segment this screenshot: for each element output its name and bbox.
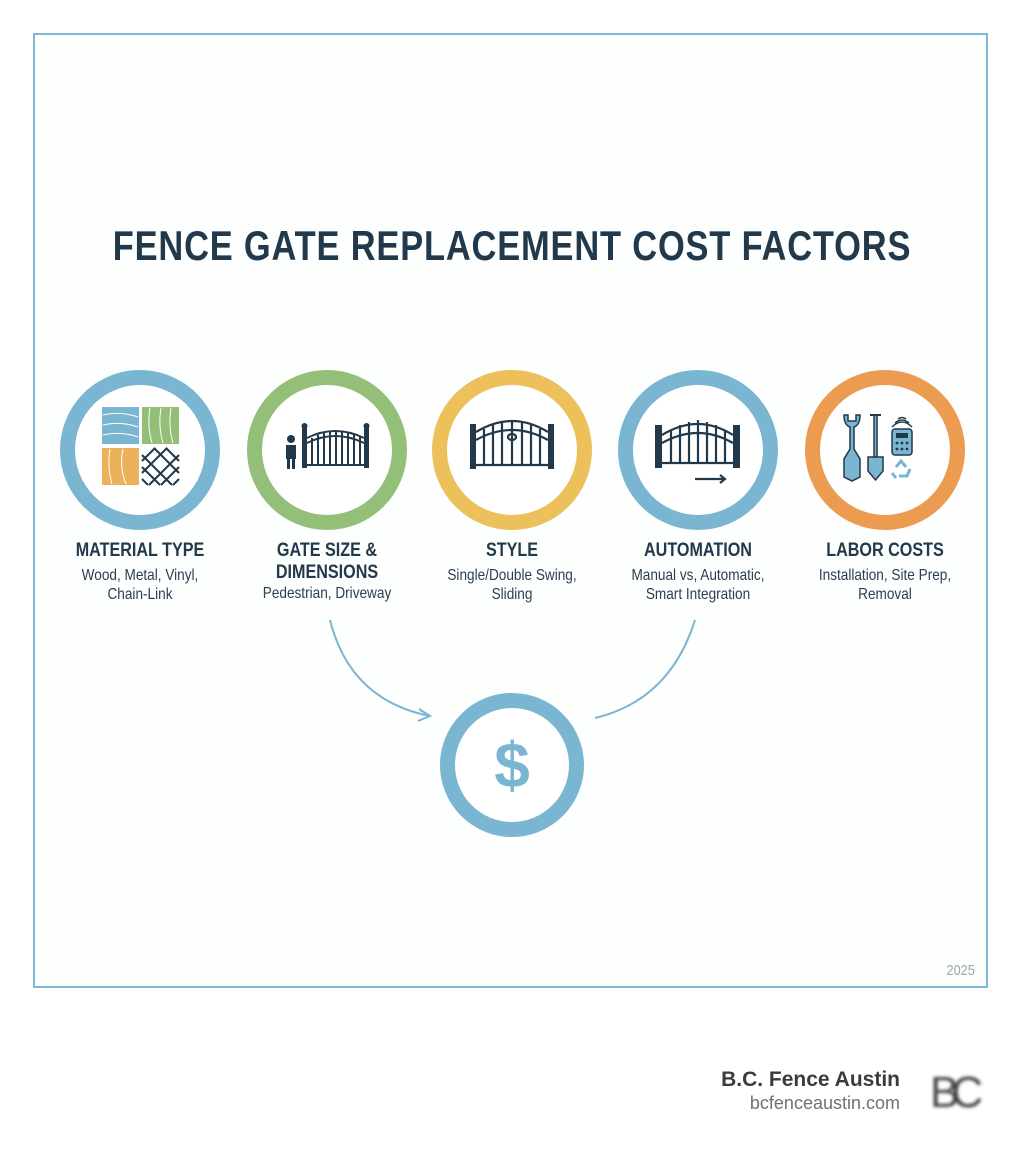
factor-heading: LABOR COSTS — [826, 540, 944, 561]
factor-description-line: Pedestrian, Driveway — [262, 585, 392, 602]
cost-dollar-icon: $ — [440, 693, 584, 837]
page-title: FENCE GATE REPLACEMENT COST FACTORS — [112, 222, 912, 269]
factor-heading: AUTOMATION — [644, 540, 752, 561]
factor-heading: GATE SIZE & — [276, 540, 378, 561]
factor-description-line: Single/Double Swing, — [447, 567, 577, 584]
factor-description-line: Installation, Site Prep, — [818, 567, 952, 584]
factor-description-line: Wood, Metal, Vinyl, — [81, 567, 199, 584]
arrow-right-to-cost — [594, 619, 696, 719]
factor-description-line: Sliding — [491, 586, 533, 603]
year-label: 2025 — [946, 962, 975, 979]
brand-name: B.C. Fence Austin — [721, 1068, 900, 1091]
brand-logo: BC — [930, 1068, 983, 1117]
brand-block: B.C. Fence Austin bcfenceaustin.com — [721, 1068, 900, 1114]
factor-description-line: Removal — [858, 586, 912, 603]
factor-description-line: Chain-Link — [107, 586, 173, 603]
factor-heading: STYLE — [485, 540, 539, 561]
factor-heading: DIMENSIONS — [275, 562, 379, 583]
factor-heading: MATERIAL TYPE — [75, 540, 205, 561]
factor-description-line: Manual vs, Automatic, — [631, 567, 765, 584]
arrow-left-head — [417, 708, 433, 722]
brand-url[interactable]: bcfenceaustin.com — [749, 1093, 900, 1113]
factor-description-line: Smart Integration — [645, 586, 751, 603]
arrow-left-to-cost — [329, 619, 431, 717]
